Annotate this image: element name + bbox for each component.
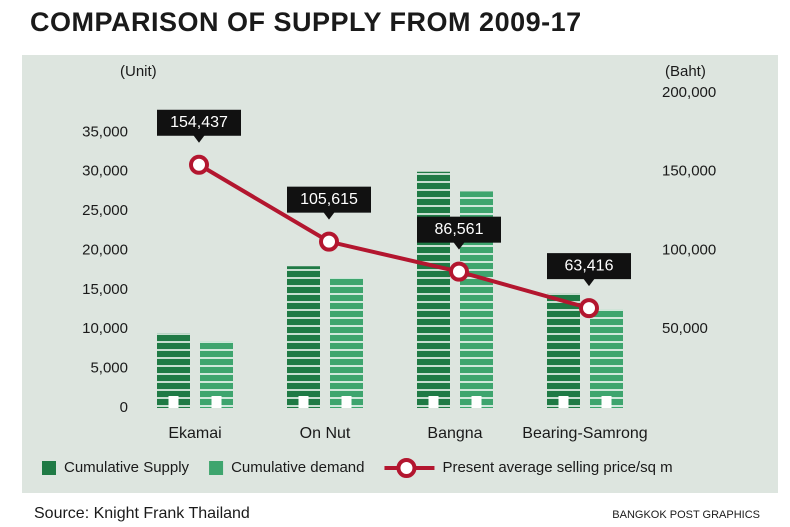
bar-door xyxy=(341,396,352,408)
line xyxy=(197,163,590,311)
value-label-box xyxy=(157,109,241,136)
y-tick-label: 20,000 xyxy=(82,241,128,258)
x-tick-label: Ekamai xyxy=(168,425,221,442)
x-tick-label: Bearing-Samrong xyxy=(522,425,647,442)
legend-label: Cumulative Supply xyxy=(64,459,190,476)
bar-door xyxy=(601,396,612,408)
legend-label: Present average selling price/sq m xyxy=(442,459,672,476)
line-marker xyxy=(189,154,209,175)
bar-door xyxy=(471,396,482,408)
bar-door xyxy=(558,396,569,408)
y-tick-label: 0 xyxy=(120,399,128,416)
y2-tick-label: 150,000 xyxy=(662,163,716,180)
bar-door xyxy=(168,396,179,408)
y2-tick-label: 200,000 xyxy=(662,84,716,101)
bar-door xyxy=(428,396,439,408)
value-label: 105,615 xyxy=(300,191,358,208)
value-label-box xyxy=(547,253,631,280)
legend-swatch xyxy=(42,461,56,475)
y2-axis-label: (Baht) xyxy=(665,63,706,80)
bar-stripes xyxy=(547,293,580,408)
bar-door xyxy=(298,396,309,408)
y-tick-label: 30,000 xyxy=(82,163,128,180)
value-label: 154,437 xyxy=(170,114,228,131)
line-marker xyxy=(319,231,339,252)
chart-panel xyxy=(22,55,778,493)
y-tick-label: 10,000 xyxy=(82,320,128,337)
y-axis-label: (Unit) xyxy=(120,63,157,80)
bar-stripes xyxy=(157,333,190,408)
credit: BANGKOK POST GRAPHICS xyxy=(612,509,760,521)
value-label: 86,561 xyxy=(435,221,484,238)
value-label-box xyxy=(417,216,501,243)
y-tick-label: 25,000 xyxy=(82,202,128,219)
y-tick-label: 35,000 xyxy=(82,123,128,140)
y2-tick-label: 100,000 xyxy=(662,241,716,258)
y2-tick-label: 50,000 xyxy=(662,320,708,337)
x-tick-label: On Nut xyxy=(300,425,351,442)
bar-stripes xyxy=(287,266,320,408)
y-tick-label: 5,000 xyxy=(90,360,128,377)
legend-marker xyxy=(396,458,417,478)
value-label-pointer xyxy=(453,241,465,250)
value-label-box xyxy=(287,186,371,213)
bar-door xyxy=(211,396,222,408)
value-label-pointer xyxy=(583,278,595,287)
value-label-pointer xyxy=(323,211,335,220)
bar-stripes xyxy=(330,278,363,408)
y-tick-label: 15,000 xyxy=(82,281,128,298)
line-marker xyxy=(579,298,599,319)
x-tick-label: Bangna xyxy=(427,425,482,442)
value-label-pointer xyxy=(193,134,205,143)
legend-swatch xyxy=(209,461,224,475)
value-label: 63,416 xyxy=(565,257,614,274)
source: Source: Knight Frank Thailand xyxy=(34,505,250,522)
bar-stripes xyxy=(417,171,450,408)
chart-title: COMPARISON OF SUPPLY FROM 2009-17 xyxy=(30,7,582,37)
bar-stripes xyxy=(590,309,623,408)
line-marker xyxy=(449,261,469,282)
legend-label: Cumulative demand xyxy=(231,459,364,476)
